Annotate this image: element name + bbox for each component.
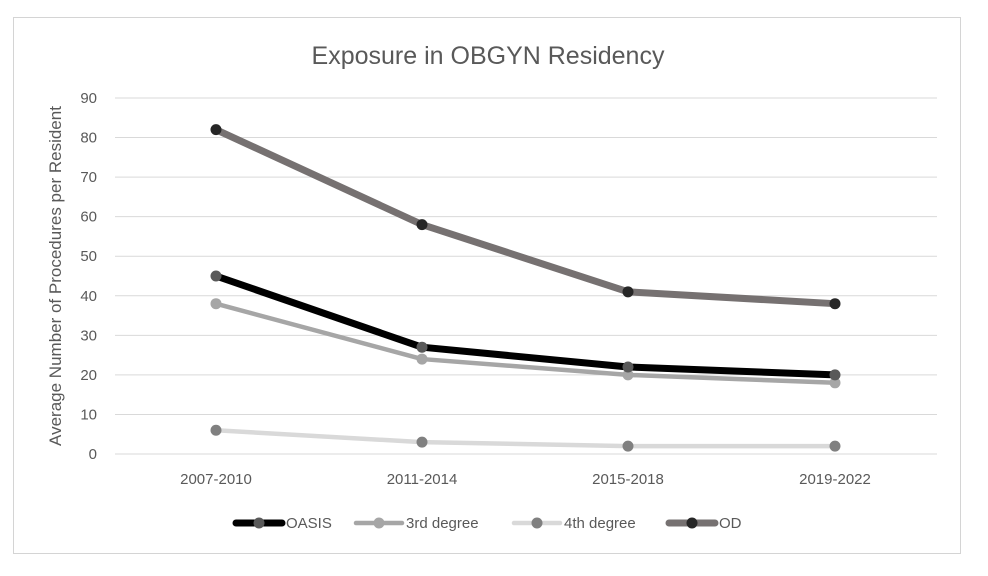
data-point-3rd-degree <box>210 298 222 310</box>
series-line-4th-degree <box>213 428 838 449</box>
y-tick-label: 20 <box>80 367 97 384</box>
legend-item-3rd-degree: 3rd degree <box>353 515 479 532</box>
x-tick-label: 2007-2010 <box>180 471 252 488</box>
chart-frame <box>13 17 961 554</box>
series-oasis <box>210 270 841 381</box>
legend-item-od: OD <box>665 515 742 532</box>
legend-swatch-marker <box>373 517 385 529</box>
data-point-oasis <box>416 341 428 353</box>
y-tick-label: 60 <box>80 209 97 226</box>
legend-swatch-marker <box>531 517 543 529</box>
series-layer <box>210 124 841 452</box>
data-point-oasis <box>622 361 634 373</box>
y-tick-label: 0 <box>89 446 97 463</box>
data-point-3rd-degree <box>622 369 634 381</box>
legend-item-4th-degree: 4th degree <box>511 515 636 532</box>
y-axis-title: Average Number of Procedures per Residen… <box>46 106 65 446</box>
y-tick-label: 90 <box>80 90 97 107</box>
legend-swatch-marker <box>253 517 265 529</box>
series-4th-degree <box>210 424 841 452</box>
legend: OASIS 3rd degree 4th degree OD <box>232 515 742 532</box>
legend-item-oasis: OASIS <box>232 515 332 532</box>
data-point-4th-degree <box>416 436 428 448</box>
data-point-4th-degree <box>210 424 222 436</box>
axis-ticks: 0 10 20 30 40 50 60 70 80 90 2007-2010 2011-2014 201… <box>80 90 871 488</box>
x-tick-label: 2011-2014 <box>387 471 458 488</box>
y-tick-label: 40 <box>80 288 97 305</box>
legend-label: OASIS <box>286 515 332 532</box>
data-point-od <box>622 286 634 298</box>
y-tick-label: 50 <box>80 248 97 265</box>
data-point-3rd-degree <box>416 353 428 365</box>
chart-title: Exposure in OBGYN Residency <box>312 42 665 70</box>
legend-label: 3rd degree <box>406 515 479 532</box>
series-line-od <box>212 126 839 308</box>
data-point-4th-degree <box>829 440 841 452</box>
data-point-od <box>210 124 222 136</box>
data-point-od <box>416 219 428 231</box>
gridlines <box>115 97 937 455</box>
y-tick-label: 10 <box>80 406 97 423</box>
x-tick-label: 2015-2018 <box>592 471 664 488</box>
x-tick-label: 2019-2022 <box>799 471 871 488</box>
series-3rd-degree <box>210 298 841 389</box>
data-point-4th-degree <box>622 440 634 452</box>
data-point-od <box>829 298 841 310</box>
y-tick-label: 30 <box>80 327 97 344</box>
series-od <box>210 124 841 310</box>
data-point-3rd-degree <box>829 377 841 389</box>
series-line-3rd-degree <box>213 301 838 386</box>
legend-label: OD <box>719 515 742 532</box>
data-point-oasis <box>210 270 222 282</box>
data-point-oasis <box>829 369 841 381</box>
y-tick-label: 80 <box>80 130 97 147</box>
y-tick-label: 70 <box>80 169 97 186</box>
legend-label: 4th degree <box>564 515 636 532</box>
series-line-oasis <box>212 272 839 379</box>
legend-swatch-marker <box>686 517 698 529</box>
